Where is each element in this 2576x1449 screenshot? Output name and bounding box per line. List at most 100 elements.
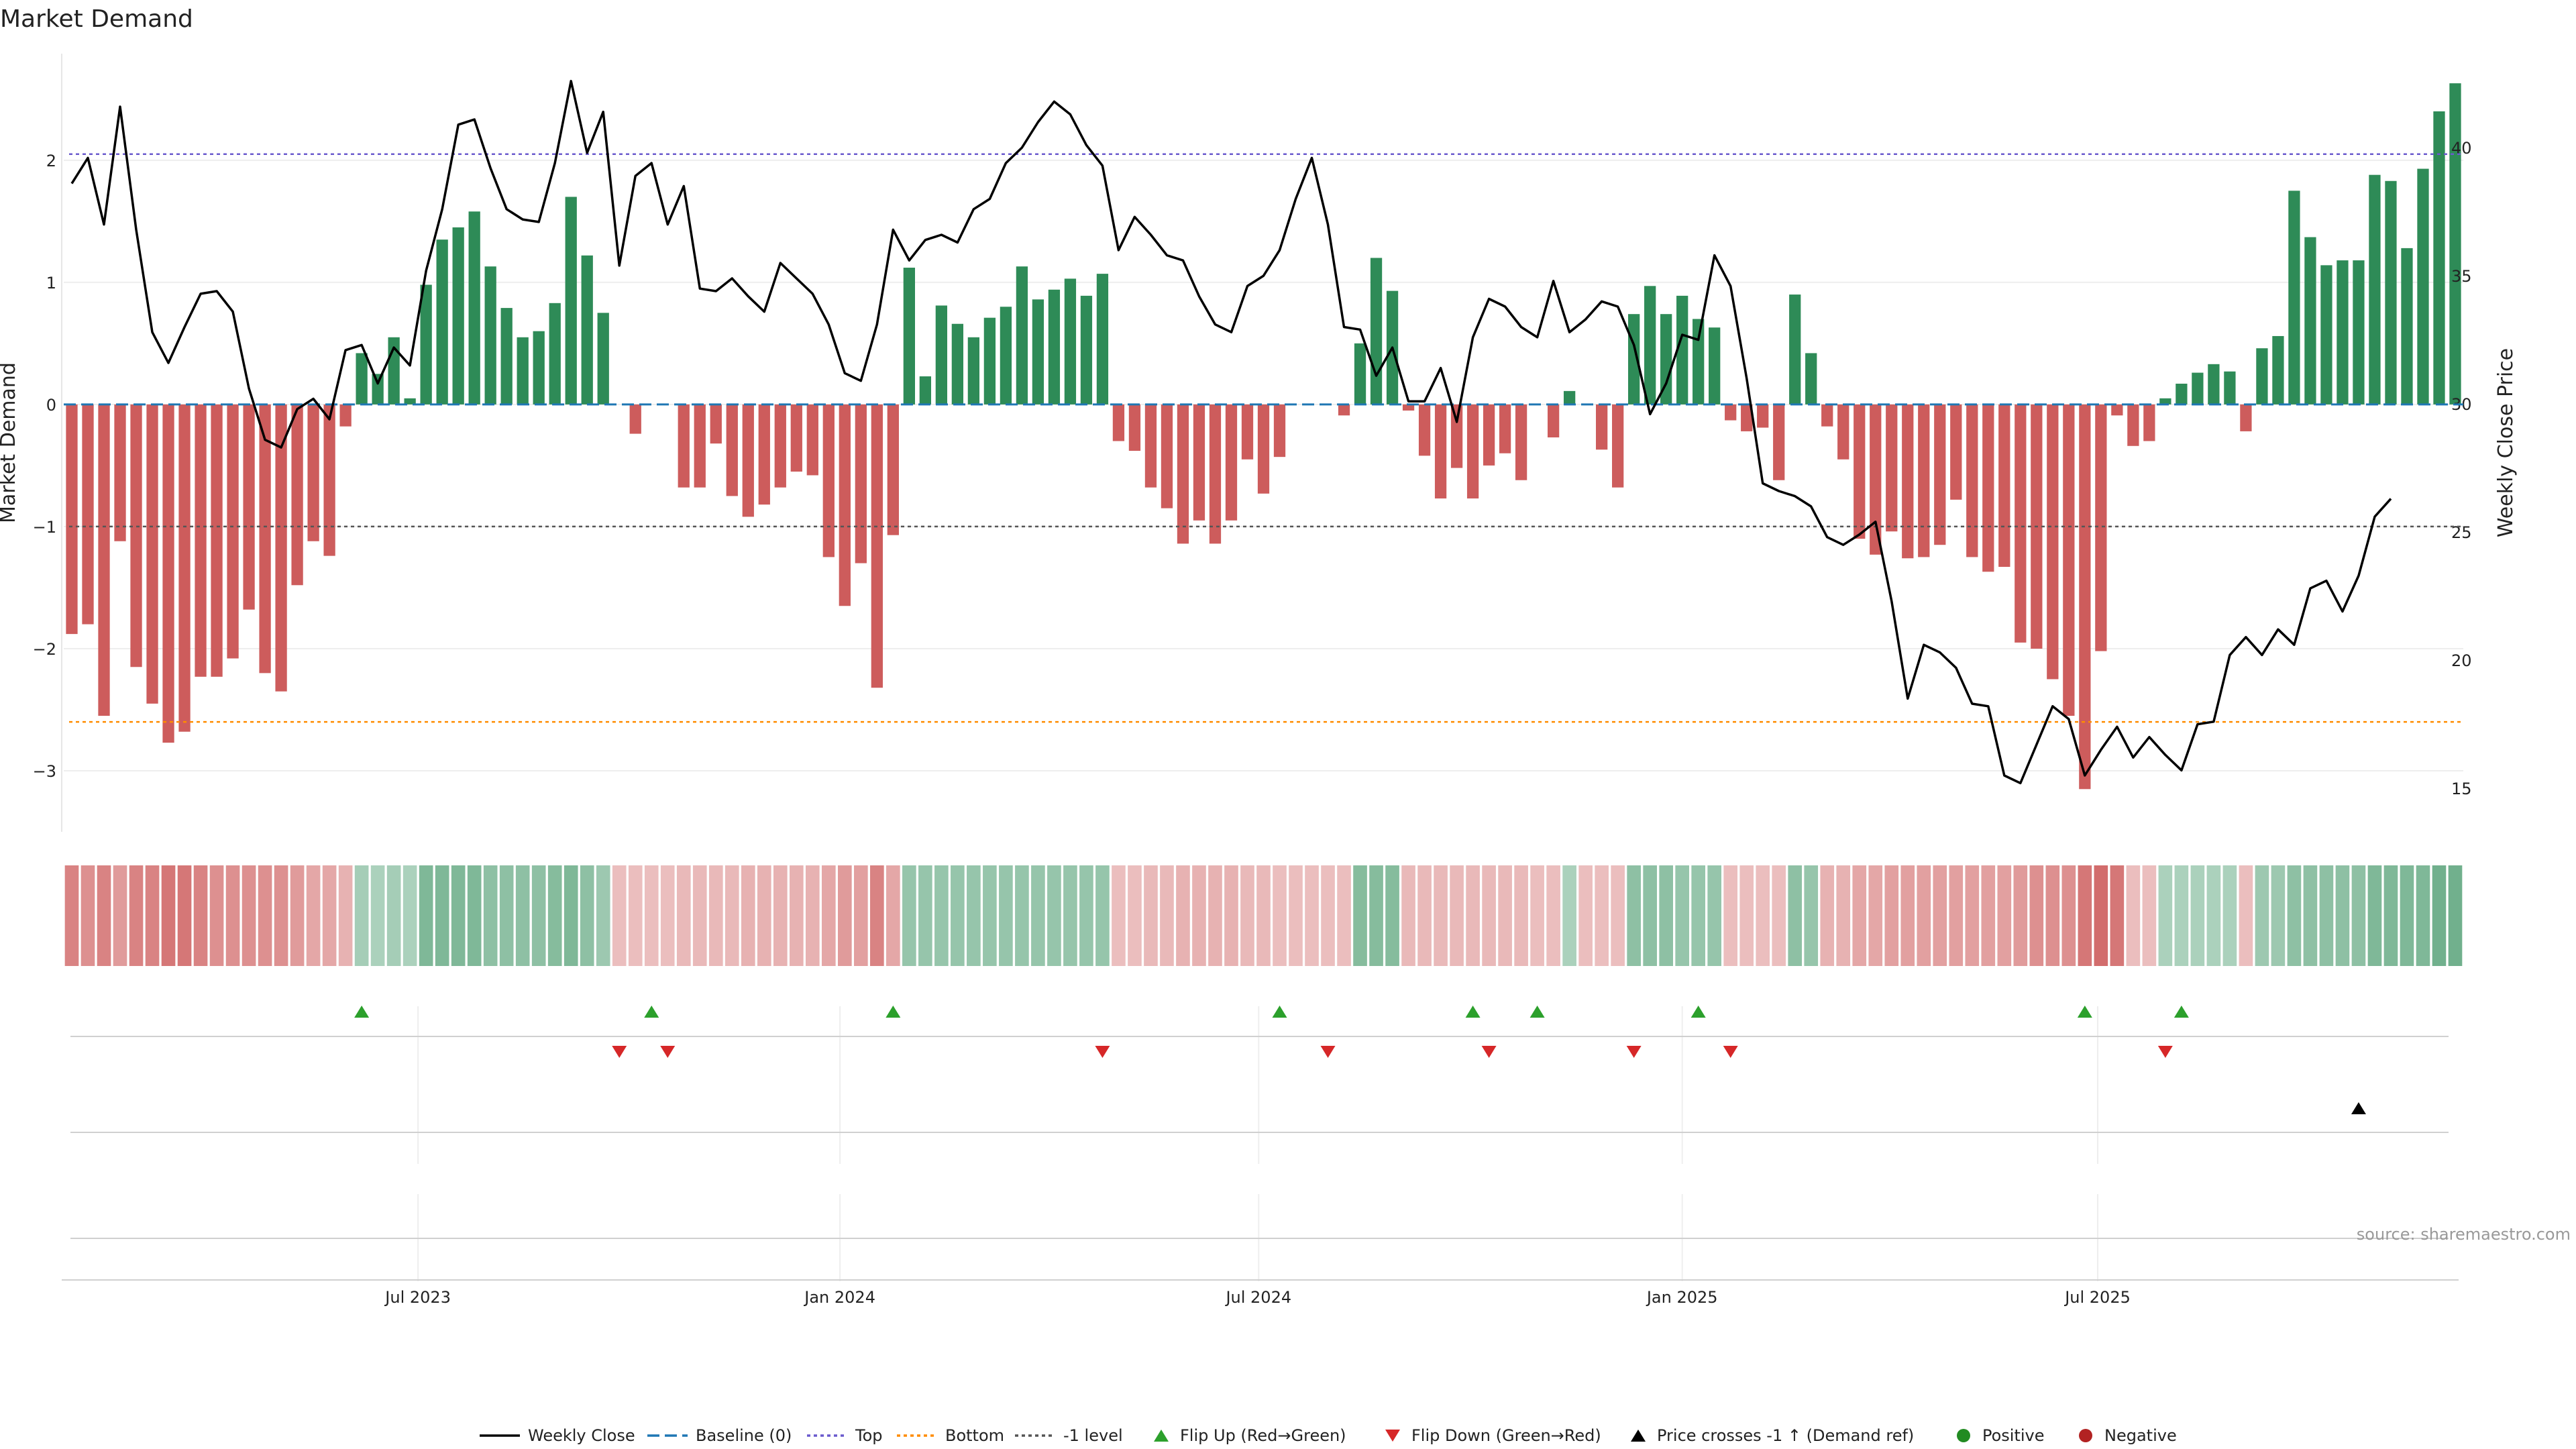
demand-bar	[452, 227, 464, 405]
demand-bar	[2337, 260, 2349, 405]
strip-cell	[967, 865, 981, 966]
strip-cell	[258, 865, 272, 966]
strip-cell	[1643, 865, 1657, 966]
demand-bar	[1354, 343, 1366, 405]
strip-cell	[2239, 865, 2253, 966]
demand-bar	[2208, 364, 2220, 405]
strip-cell	[2351, 865, 2366, 966]
strip-cell	[1884, 865, 1899, 966]
strip-cell	[1739, 865, 1754, 966]
strip-cell	[1450, 865, 1464, 966]
strip-cell	[628, 865, 643, 966]
grid-layer	[61, 54, 2463, 1281]
strip-cell	[97, 865, 111, 966]
strip-cell	[386, 865, 401, 966]
flip-down-marker	[1095, 1046, 1110, 1058]
demand-bar	[1193, 404, 1205, 521]
demand-bars	[66, 83, 2461, 790]
strip-cell	[838, 865, 852, 966]
x-tick-label: Jul 2025	[2063, 1288, 2131, 1307]
strip-cell	[1337, 865, 1351, 966]
strip-cell	[1192, 865, 1206, 966]
strip-cell	[2174, 865, 2189, 966]
strip-cell	[1385, 865, 1399, 966]
demand-bar	[1644, 286, 1656, 405]
strip-cell	[531, 865, 546, 966]
strip-cell	[1128, 865, 1142, 966]
demand-bar	[420, 284, 432, 405]
strip-cell	[1965, 865, 1980, 966]
strip-cell	[2271, 865, 2286, 966]
demand-bar	[2353, 260, 2365, 405]
y-tick-label-left: −1	[33, 518, 56, 537]
demand-bar	[887, 404, 899, 535]
strip-cell	[2110, 865, 2125, 966]
strip-cell	[290, 865, 305, 966]
demand-bar	[162, 404, 174, 743]
flip-up-marker	[2174, 1006, 2189, 1018]
strip-cell	[676, 865, 691, 966]
legend-label: Negative	[2104, 1426, 2177, 1445]
demand-bar	[1483, 404, 1495, 466]
demand-bar	[1612, 404, 1624, 488]
demand-bar	[1128, 404, 1141, 451]
demand-bar	[2192, 372, 2204, 405]
strip-cell	[2061, 865, 2076, 966]
legend-label: Price crosses -1 ↑ (Demand ref)	[1657, 1426, 1914, 1445]
strip-cell	[1723, 865, 1738, 966]
strip-cell	[886, 865, 900, 966]
demand-bar	[2401, 248, 2413, 405]
flip-down-marker	[1626, 1046, 1642, 1058]
demand-bar	[517, 337, 529, 405]
strip-cell	[1176, 865, 1190, 966]
legend-label: -1 level	[1063, 1426, 1123, 1445]
demand-bar	[2143, 404, 2155, 441]
legend-item: Flip Down (Green→Red)	[1385, 1426, 1601, 1445]
demand-bar	[2433, 111, 2445, 405]
demand-bar	[629, 404, 641, 434]
strip-cell	[2142, 865, 2157, 966]
legend-label: Positive	[1982, 1426, 2045, 1445]
strip-cell	[692, 865, 707, 966]
strip-cell	[419, 865, 433, 966]
demand-bar	[1693, 319, 1705, 405]
demand-bar	[1757, 404, 1769, 428]
demand-bar	[1209, 404, 1222, 544]
demand-bar	[1402, 404, 1415, 411]
legend: Weekly Close Baseline (0) Top Bottom -1 leve…	[480, 1426, 2177, 1445]
strip-cell	[113, 865, 127, 966]
strip-cell	[1321, 865, 1335, 966]
strip-cell	[435, 865, 449, 966]
strip-cell	[2319, 865, 2334, 966]
demand-bar	[2111, 404, 2123, 416]
flip-up-marker	[885, 1006, 901, 1018]
demand-bar	[2095, 404, 2107, 651]
demand-bar	[758, 404, 770, 505]
demand-bar	[372, 374, 384, 405]
demand-bar	[967, 337, 980, 405]
strip-cell	[1498, 865, 1512, 966]
strip-cell	[274, 865, 288, 966]
price-cross-marker	[2351, 1102, 2366, 1114]
y-tick-label-left: −3	[33, 762, 56, 781]
demand-bar	[1854, 404, 1866, 539]
strip-cell	[724, 865, 739, 966]
demand-bar	[983, 317, 996, 405]
y-ticks-left: −3 −2 −1 0 1 2	[33, 152, 56, 781]
y-axis-label-right: Weekly Close Price	[2494, 348, 2518, 537]
demand-bar	[1547, 404, 1560, 438]
legend-swatch	[2079, 1429, 2092, 1442]
demand-bar	[1676, 295, 1688, 405]
strip-cell	[515, 865, 530, 966]
legend-label: Weekly Close	[528, 1426, 635, 1445]
flip-up-marker	[1690, 1006, 1706, 1018]
strip-cell	[1627, 865, 1641, 966]
strip-cell	[1675, 865, 1689, 966]
strip-cell	[1514, 865, 1528, 966]
source-note: source: sharemaestro.com	[2357, 1225, 2571, 1244]
strip-cell	[1917, 865, 1931, 966]
demand-bar	[1080, 295, 1093, 405]
strip-cell	[1707, 865, 1722, 966]
strip-cell	[1160, 865, 1174, 966]
demand-bar	[2159, 398, 2171, 405]
